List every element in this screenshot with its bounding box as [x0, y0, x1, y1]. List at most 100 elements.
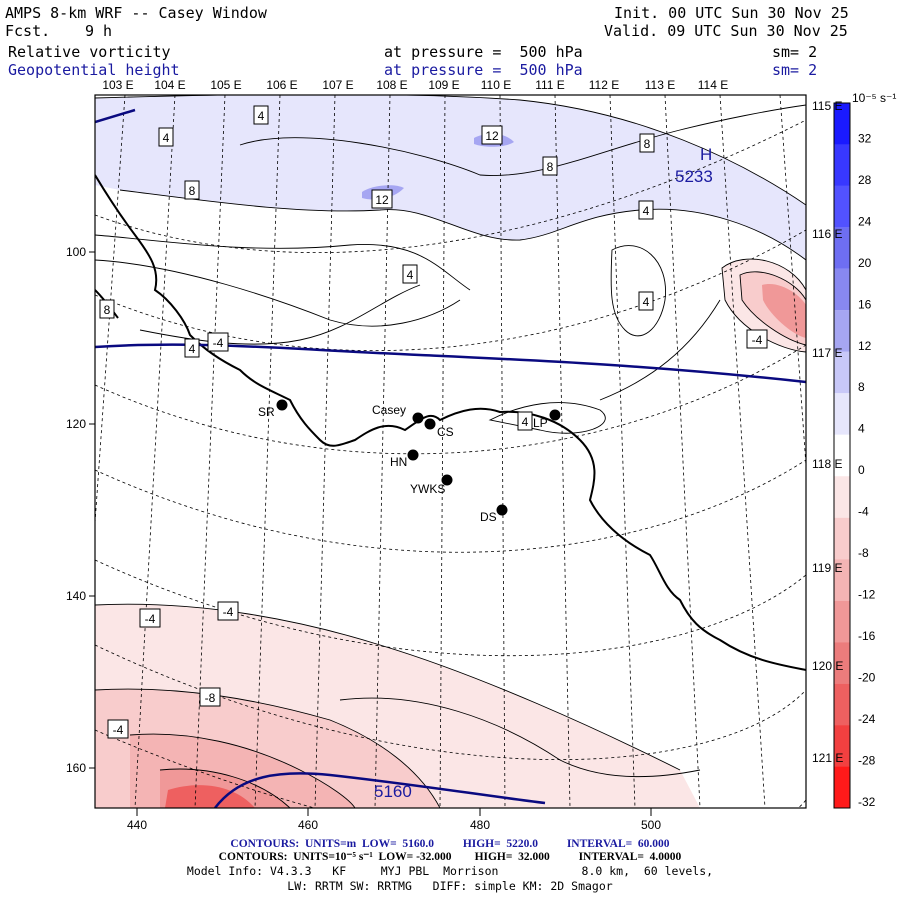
- vorticity-label-box: [207, 332, 229, 352]
- vorticity-label-box: [158, 127, 174, 147]
- footer-physics-info: LW: RRTM SW: RRTMG DIFF: simple KM: 2D S…: [287, 879, 613, 893]
- vorticity-contour-label: 12: [375, 193, 389, 207]
- vorticity-label-box: [517, 411, 533, 431]
- field2-smoothing: sm= 2: [772, 61, 818, 79]
- footer-model-info: Model Info: V4.3.3 KF MYJ PBL Morrison 8…: [186, 864, 714, 878]
- colorbar-segment: [834, 393, 850, 435]
- footer-height-interval: INTERVAL= 60.000: [566, 838, 670, 850]
- vorticity-contour-label: 4: [189, 342, 196, 356]
- vorticity-contour-label: 4: [407, 268, 414, 282]
- colorbar-tick-label: 28: [858, 173, 872, 187]
- colorbar-tick-label: -12: [858, 588, 876, 602]
- colorbar-frame: [833, 102, 851, 809]
- colorbar-tick-label: 4: [858, 422, 865, 436]
- colorbar-tick-label: 24: [858, 214, 872, 228]
- station-marker: [549, 409, 561, 421]
- station-label: LP: [533, 416, 548, 430]
- station-marker: [496, 504, 508, 516]
- x-axis-tick-label: 500: [641, 818, 661, 832]
- vorticity-label-box: [107, 719, 129, 739]
- x-axis-tick-label: 460: [298, 818, 318, 832]
- vorticity-label-box: [638, 200, 654, 220]
- station-marker: [441, 474, 453, 486]
- longitude-label-right: 116 E: [812, 227, 842, 241]
- longitude-label-top: 103 E: [102, 78, 133, 92]
- station-label: DS: [480, 510, 497, 524]
- negative-vorticity-patch: [762, 284, 806, 338]
- high-value: 5233: [675, 167, 713, 186]
- colorbar-segment: [834, 517, 850, 560]
- vorticity-label-box: [139, 608, 161, 628]
- footer-vorticity-contours: CONTOURS: UNITS=10⁻⁵ s⁻¹ LOW= -32.000 HI…: [0, 851, 900, 864]
- vorticity-label-box: [184, 338, 200, 358]
- longitude-label-right: 118 E: [812, 457, 842, 471]
- longitude-label-right: 121 E: [812, 751, 843, 765]
- positive-vorticity-band: [95, 95, 806, 260]
- colorbar-tick-label: -24: [858, 712, 876, 726]
- field1-pressure: at pressure = 500 hPa: [384, 43, 583, 61]
- vorticity-contour-label: -4: [113, 723, 124, 737]
- vorticity-contour-label: 12: [485, 129, 499, 143]
- longitude-label-top: 107 E: [322, 78, 353, 92]
- vorticity-label-box: [184, 180, 200, 200]
- vorticity-label-box: [217, 601, 239, 621]
- x-axis-tick-label: 480: [470, 818, 490, 832]
- colorbar-tick-label: -4: [858, 505, 869, 519]
- colorbar-segment: [834, 144, 850, 186]
- colorbar-segment: [834, 725, 850, 767]
- colorbar-tick-label: -8: [858, 546, 869, 560]
- plot-frame: [94, 94, 807, 809]
- longitude-label-top: 105 E: [210, 78, 241, 92]
- colorbar-tick-label: 32: [858, 131, 872, 145]
- vorticity-contour-label: -4: [223, 605, 234, 619]
- station-marker: [276, 399, 288, 411]
- height-contour-label: 5160: [374, 782, 412, 801]
- high-marker: H: [700, 145, 712, 164]
- colorbar-tick-label: -16: [858, 629, 876, 643]
- negative-vorticity-core: [165, 785, 255, 808]
- longitude-label-top: 111 E: [535, 78, 565, 92]
- vorticity-label-box: [99, 299, 115, 319]
- vorticity-contour-label: 8: [644, 137, 651, 151]
- field2-pressure: at pressure = 500 hPa: [384, 61, 583, 79]
- vorticity-label-box: [199, 687, 221, 707]
- vorticity-label-box: [746, 329, 768, 349]
- vorticity-contours: [95, 95, 806, 808]
- field1-name: Relative vorticity: [8, 43, 171, 61]
- colorbar-segment: [834, 310, 850, 352]
- colorbar-tick-label: -28: [858, 753, 876, 767]
- longitude-label-top: 106 E: [266, 78, 297, 92]
- colorbar-tick-label: 20: [858, 256, 872, 270]
- valid-time: Valid. 09 UTC Sun 30 Nov 25: [604, 22, 848, 40]
- colorbar-segment: [834, 559, 850, 601]
- vorticity-contour-label: 4: [643, 295, 650, 309]
- station-label: SR: [258, 405, 275, 419]
- vorticity-contour-label: -4: [145, 612, 156, 626]
- vorticity-label-box: [402, 264, 418, 284]
- vorticity-contour-label: 8: [547, 160, 554, 174]
- vorticity-label-box: [639, 133, 655, 153]
- colorbar-segment: [834, 268, 850, 311]
- vorticity-label-box: [481, 125, 503, 145]
- vorticity-contour-label: -4: [752, 333, 763, 347]
- colorbar-segment: [834, 600, 850, 643]
- footer-vorticity-high: HIGH= 32.000: [474, 851, 550, 863]
- station-label: CS: [437, 425, 454, 439]
- vorticity-contour-label: 8: [189, 184, 196, 198]
- y-axis-tick-label: 120: [66, 417, 86, 431]
- colorbar-segment: [834, 476, 850, 518]
- coastline: [95, 174, 806, 671]
- longitude-label-top: 110 E: [481, 78, 511, 92]
- field2-name: Geopotential height: [8, 61, 180, 79]
- vorticity-contour-label: -4: [213, 336, 224, 350]
- vorticity-contour-label: 4: [522, 415, 529, 429]
- y-axis-tick-label: 140: [66, 589, 86, 603]
- colorbar-unit: 10⁻⁵ s⁻¹: [852, 91, 896, 105]
- forecast-label: Fcst.: [5, 22, 51, 40]
- longitude-label-top: 109 E: [428, 78, 459, 92]
- forecast-hour: 9 h: [85, 22, 113, 40]
- station-label: Casey: [372, 403, 406, 417]
- vorticity-label-box: [371, 189, 393, 209]
- station-marker: [424, 418, 436, 430]
